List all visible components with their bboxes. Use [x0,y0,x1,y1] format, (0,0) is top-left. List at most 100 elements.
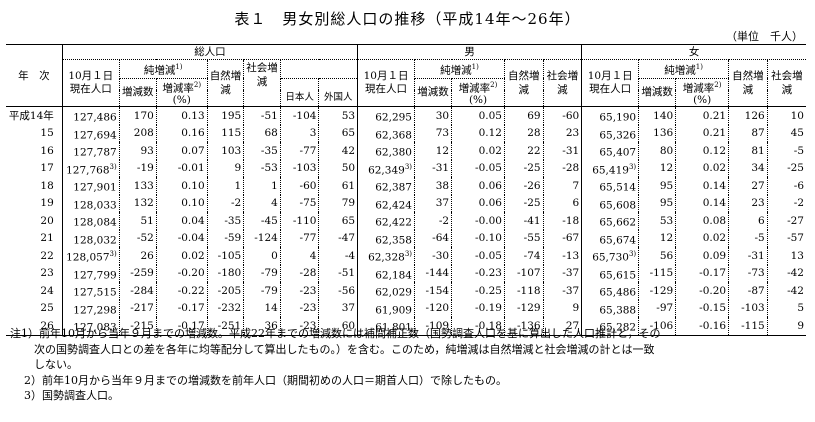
cell-tc: -217 [118,299,157,317]
cell-mnat: -25 [503,194,544,212]
cell-tf: -51 [318,264,358,282]
cell-fs: 9 [766,317,806,336]
cell-mr: -0.05 [451,159,505,177]
cell-mr: -0.10 [451,229,505,247]
cell-tc: 51 [118,212,157,230]
cell-tc: 133 [118,177,157,195]
cell-mr: -0.00 [451,212,505,230]
cell-mr: -0.18 [451,317,505,336]
cell-mc: -64 [413,229,452,247]
cell-tr: 0.02 [155,247,208,265]
population-table: 年 次 総人口 男 女 10月１日現在人口 純増減1) 自然増減 社会増減 10… [6,44,806,336]
cell-t: 128,084 [61,212,120,230]
cell-year: 19 [40,197,54,210]
cell-tj: -75 [279,194,319,212]
cell-m: 61,909 [357,299,415,317]
table-row: 16 127,787 93 0.07 103 -35 -77 42 62,380 12 0.02 22… [6,142,806,160]
cell-tnat: -105 [206,247,244,265]
cell-fnat: 6 [728,212,768,230]
cell-ts: 36 [243,317,281,336]
cell-tnat: -180 [206,264,244,282]
cell-fc: 140 [638,106,676,125]
cell-f: 65,326 [581,124,639,142]
cell-mc: -30 [413,247,452,265]
cell-mc: 73 [413,124,452,142]
female-natural-header: 自然増減 [728,59,768,107]
cell-tc: -52 [118,229,157,247]
cell-fr: 0.02 [675,159,729,177]
cell-mr: -0.25 [451,282,505,300]
cell-mc: -109 [413,317,452,336]
cell-tf: 53 [318,106,358,125]
cell-mnat: -118 [503,282,544,300]
cell-tc: 93 [118,142,157,160]
cell-ms: 9 [542,299,582,317]
cell-tc: -259 [118,264,157,282]
male-social-header: 社会増減 [542,59,582,107]
cell-fr: 0.02 [675,229,729,247]
cell-fr: 0.14 [675,194,729,212]
cell-mc: 37 [413,194,452,212]
cell-fr: 0.14 [675,177,729,195]
cell-tj: -23 [279,299,319,317]
cell-ms: 7 [542,177,582,195]
cell-tr: -0.17 [155,299,208,317]
table-title: 表１ 男女別総人口の推移（平成14年～26年） [234,10,581,28]
cell-year: 20 [40,214,54,227]
cell-ts: -79 [243,264,281,282]
cell-m: 62,3493) [357,159,415,177]
cell-fs: -57 [766,229,806,247]
note-2: 2）前年10月から当年９月までの増減数を前年人口（期間初めの人口＝期首人口）で除… [24,373,507,387]
cell-tnat: -251 [206,317,244,336]
table-row: 25 127,298 -217 -0.17 -232 14 -23 37 61,909 -120-… [6,299,806,317]
table-row: 平成14年 127,486 170 0.13 195 -51 -104 53 62,295 30 0… [6,106,806,125]
total-natural-header: 自然増減 [206,59,244,107]
cell-t: 127,083 [61,317,120,336]
cell-mr: 0.06 [451,177,505,195]
cell-mnat: -55 [503,229,544,247]
cell-fc: 80 [638,142,676,160]
cell-f: 65,388 [581,299,639,317]
japanese-spacer [279,77,319,90]
male-count-header: 増減数 [413,78,452,107]
cell-f: 65,4193) [581,159,639,177]
foreigner-header: 外国人 [318,89,358,107]
cell-fc: 95 [638,194,676,212]
cell-fr: 0.08 [675,212,729,230]
cell-tc: -19 [118,159,157,177]
total-social-header: 社会増減 [243,59,281,90]
cell-mr: -0.23 [451,264,505,282]
cell-f: 65,282 [581,317,639,336]
total-social-sub [279,59,358,78]
cell-fs: 13 [766,247,806,265]
male-pop-header: 10月１日現在人口 [357,59,415,107]
total-pop-header: 10月１日現在人口 [61,59,120,107]
cell-tnat: -2 [206,194,244,212]
cell-t: 128,0573) [61,247,120,265]
cell-tf: 65 [318,124,358,142]
cell-fr: -0.17 [675,264,729,282]
cell-mc: 30 [413,106,452,125]
cell-fnat: -115 [728,317,768,336]
female-count-header: 増減数 [638,78,676,107]
cell-fs: -5 [766,142,806,160]
cell-tnat: -205 [206,282,244,300]
cell-ts: 4 [243,194,281,212]
cell-fnat: -5 [728,229,768,247]
cell-mnat: -25 [503,159,544,177]
cell-fc: -97 [638,299,676,317]
cell-fnat: -31 [728,247,768,265]
cell-ts: 1 [243,177,281,195]
cell-tf: 79 [318,194,358,212]
cell-fnat: 81 [728,142,768,160]
table-row: 18 127,901 133 0.10 1 1 -60 61 62,387 38 0.06 -26 7 6… [6,177,806,195]
note-1-cont: 次の国勢調査人口との差を各年に均等配分して算出したもの。）を含む。このため，純増… [34,342,655,356]
cell-ms: 23 [542,124,582,142]
cell-fr: 0.09 [675,247,729,265]
cell-fc: 136 [638,124,676,142]
male-net-header: 純増減1) [414,59,505,79]
cell-tc: -215 [118,317,157,336]
cell-tj: 4 [279,247,319,265]
cell-fr: 0.21 [675,106,729,125]
cell-t: 127,7683) [61,159,120,177]
